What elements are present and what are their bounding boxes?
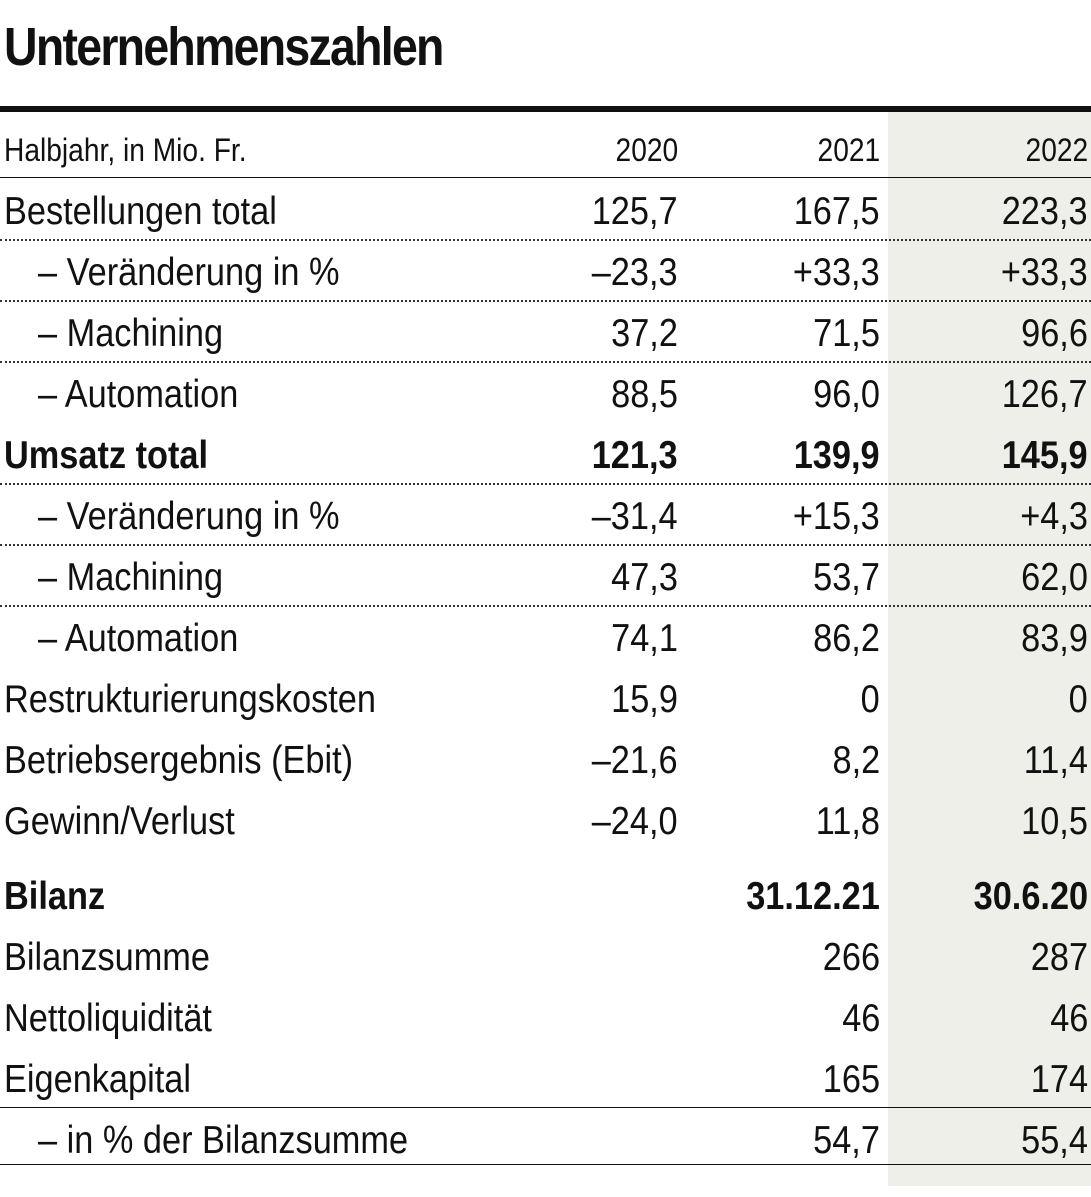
row-value-2021: 165 [822, 1058, 880, 1101]
row-value-2020: –21,6 [592, 739, 678, 782]
row-value-2022: +33,3 [1001, 251, 1088, 294]
row-label: Bestellungen total [4, 190, 277, 233]
row-value-2021: 0 [860, 678, 880, 721]
row-value-2021: 11,8 [815, 800, 880, 843]
table-row: Bestellungen total 125,7 167,5 223,3 [0, 180, 1091, 241]
highlight-column-2022 [888, 112, 1091, 1186]
row-value-2022: 126,7 [1002, 373, 1088, 416]
table-row: Eigenkapital 165 174 [0, 1048, 1091, 1109]
row-value-2021: 8,2 [832, 739, 880, 782]
table-row: – in % der Bilanzsumme 54,7 55,4 [0, 1109, 1091, 1170]
table-row: Restrukturierungskosten 15,9 0 0 [0, 668, 1091, 729]
row-label: Umsatz total [4, 434, 209, 477]
row-value-2022: 223,3 [1002, 190, 1088, 233]
row-value-2020: 74,1 [611, 617, 678, 660]
row-value-2022: 30.6.20 [973, 875, 1088, 918]
row-value-2022: 174 [1030, 1058, 1088, 1101]
row-label: – Veränderung in % [38, 495, 340, 538]
table-row: – Machining 47,3 53,7 62,0 [0, 546, 1091, 607]
row-value-2020: 125,7 [592, 190, 678, 233]
dotted-separator [0, 605, 1091, 607]
row-value-2020: 88,5 [611, 373, 678, 416]
row-value-2022: 62,0 [1021, 556, 1088, 599]
row-value-2021: +15,3 [793, 495, 880, 538]
row-value-2021: 139,9 [794, 434, 880, 477]
table-row: Bilanzsumme 266 287 [0, 926, 1091, 987]
row-value-2020: 121,3 [592, 434, 678, 477]
row-value-2021: +33,3 [793, 251, 880, 294]
row-rule [0, 1107, 1091, 1108]
row-label: – Automation [38, 617, 239, 660]
table-row: – Automation 74,1 86,2 83,9 [0, 607, 1091, 668]
dotted-separator [0, 544, 1091, 546]
row-value-2021: 96,0 [813, 373, 880, 416]
table-row: Bilanz 31.12.21 30.6.20 [0, 865, 1091, 926]
row-value-2021: 71,5 [813, 312, 880, 355]
row-label: Nettoliquidität [4, 997, 212, 1040]
header-year-2022: 2022 [1025, 132, 1088, 168]
header-year-2021: 2021 [817, 132, 880, 168]
row-label: Restrukturierungskosten [4, 678, 376, 721]
row-value-2020: 47,3 [611, 556, 678, 599]
row-value-2022: 287 [1030, 936, 1088, 979]
row-label: Gewinn/Verlust [4, 800, 235, 843]
row-value-2020: 37,2 [611, 312, 678, 355]
row-label: – Machining [38, 312, 224, 355]
row-label: – Machining [38, 556, 224, 599]
table-row: Gewinn/Verlust –24,0 11,8 10,5 [0, 790, 1091, 851]
dotted-separator [0, 239, 1091, 241]
title-rule [0, 106, 1091, 112]
dotted-separator [0, 300, 1091, 302]
row-value-2020: –24,0 [592, 800, 678, 843]
bottom-rule [0, 1164, 1091, 1165]
table-row: – Automation 88,5 96,0 126,7 [0, 363, 1091, 424]
row-label: Bilanzsumme [4, 936, 210, 979]
table-row: – Machining 37,2 71,5 96,6 [0, 302, 1091, 363]
table-row: Betriebsergebnis (Ebit) –21,6 8,2 11,4 [0, 729, 1091, 790]
row-value-2020: –31,4 [592, 495, 678, 538]
row-label: Betriebsergebnis (Ebit) [4, 739, 354, 782]
header-year-2020: 2020 [615, 132, 678, 168]
header-unit-label: Halbjahr, in Mio. Fr. [4, 132, 247, 168]
header-row: Halbjahr, in Mio. Fr. 2020 2021 2022 [0, 134, 1091, 174]
table-title: Unternehmenszahlen [4, 17, 444, 77]
row-value-2022: 96,6 [1021, 312, 1088, 355]
table-row: Nettoliquidität 46 46 [0, 987, 1091, 1048]
table-row: Umsatz total 121,3 139,9 145,9 [0, 424, 1091, 485]
row-value-2020: 15,9 [611, 678, 678, 721]
dotted-separator [0, 361, 1091, 363]
header-rule [0, 177, 1091, 178]
row-value-2021: 266 [822, 936, 880, 979]
row-value-2022: 11,4 [1023, 739, 1088, 782]
row-value-2022: 0 [1068, 678, 1088, 721]
table-row: – Veränderung in % –23,3 +33,3 +33,3 [0, 241, 1091, 302]
row-value-2022: 145,9 [1002, 434, 1088, 477]
table-row: – Veränderung in % –31,4 +15,3 +4,3 [0, 485, 1091, 546]
row-label: – in % der Bilanzsumme [38, 1119, 409, 1162]
row-value-2021: 54,7 [813, 1119, 880, 1162]
row-value-2022: 10,5 [1021, 800, 1088, 843]
row-label: Eigenkapital [4, 1058, 191, 1101]
row-label: – Automation [38, 373, 239, 416]
row-value-2020: –23,3 [592, 251, 678, 294]
row-value-2022: +4,3 [1020, 495, 1088, 538]
row-value-2022: 46 [1049, 997, 1088, 1040]
row-label: Bilanz [4, 875, 106, 918]
row-value-2022: 83,9 [1021, 617, 1088, 660]
row-value-2021: 31.12.21 [746, 875, 880, 918]
row-value-2021: 86,2 [813, 617, 880, 660]
row-value-2021: 167,5 [794, 190, 880, 233]
row-value-2021: 46 [841, 997, 880, 1040]
row-value-2021: 53,7 [813, 556, 880, 599]
dotted-separator [0, 483, 1091, 485]
row-value-2022: 55,4 [1021, 1119, 1088, 1162]
row-label: – Veränderung in % [38, 251, 340, 294]
